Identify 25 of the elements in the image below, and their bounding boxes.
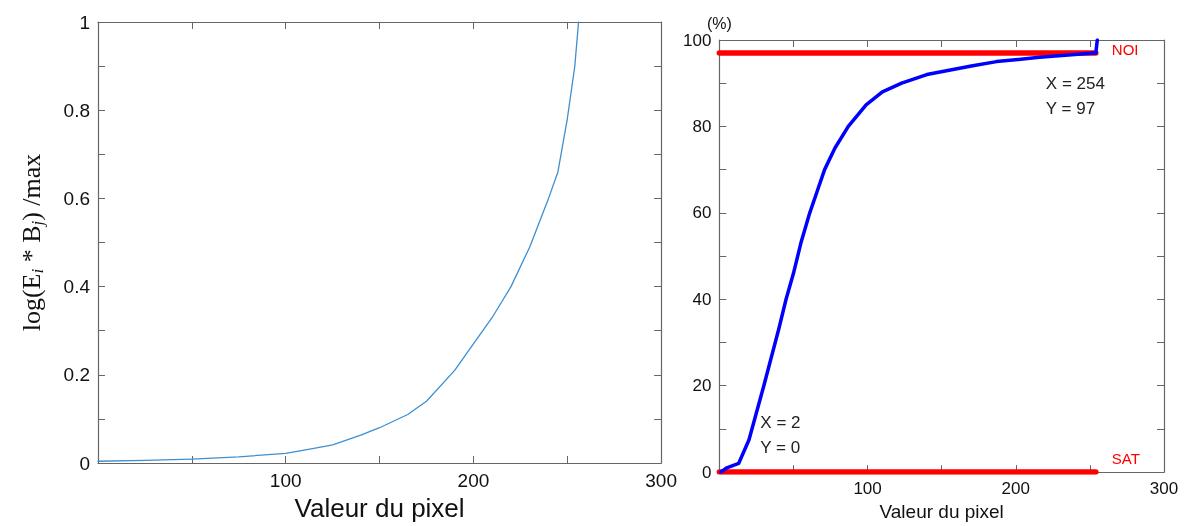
y-axis-title: (%) <box>706 15 732 33</box>
y-tick-label: 20 <box>692 376 712 396</box>
y-tick-label: 60 <box>692 203 712 223</box>
y-tick-label: 80 <box>692 116 712 136</box>
x-tick-label: 300 <box>645 470 677 491</box>
y-tick-label: 0.2 <box>63 364 90 386</box>
x-tick-label: 200 <box>1001 479 1030 499</box>
y-tick-label: 40 <box>692 289 712 309</box>
y-tick-label: 0 <box>79 452 90 474</box>
y-tick-label: 0 <box>701 462 712 482</box>
x-tick-label: 300 <box>1149 479 1179 499</box>
x-tick-label: 100 <box>269 470 302 491</box>
annotation: X = 254 Y = 97 <box>1045 73 1105 118</box>
y-tick-label: 0.4 <box>63 276 91 298</box>
y-tick-label: 1 <box>79 11 90 33</box>
x-tick-label: 100 <box>853 479 882 499</box>
annotation: X = 2 Y = 0 <box>760 413 801 458</box>
y-tick-label: 0.8 <box>63 99 90 121</box>
x-axis-title: Valeur du pixel <box>879 501 1004 522</box>
series-label: SAT <box>1111 449 1140 467</box>
y-axis-title: log(Ei * Bj) /max <box>17 153 47 332</box>
series-label: NOI <box>1111 41 1139 59</box>
y-tick-label: 0.6 <box>63 187 90 209</box>
x-tick-label: 200 <box>457 470 490 491</box>
x-axis-title: Valeur du pixel <box>294 493 465 523</box>
